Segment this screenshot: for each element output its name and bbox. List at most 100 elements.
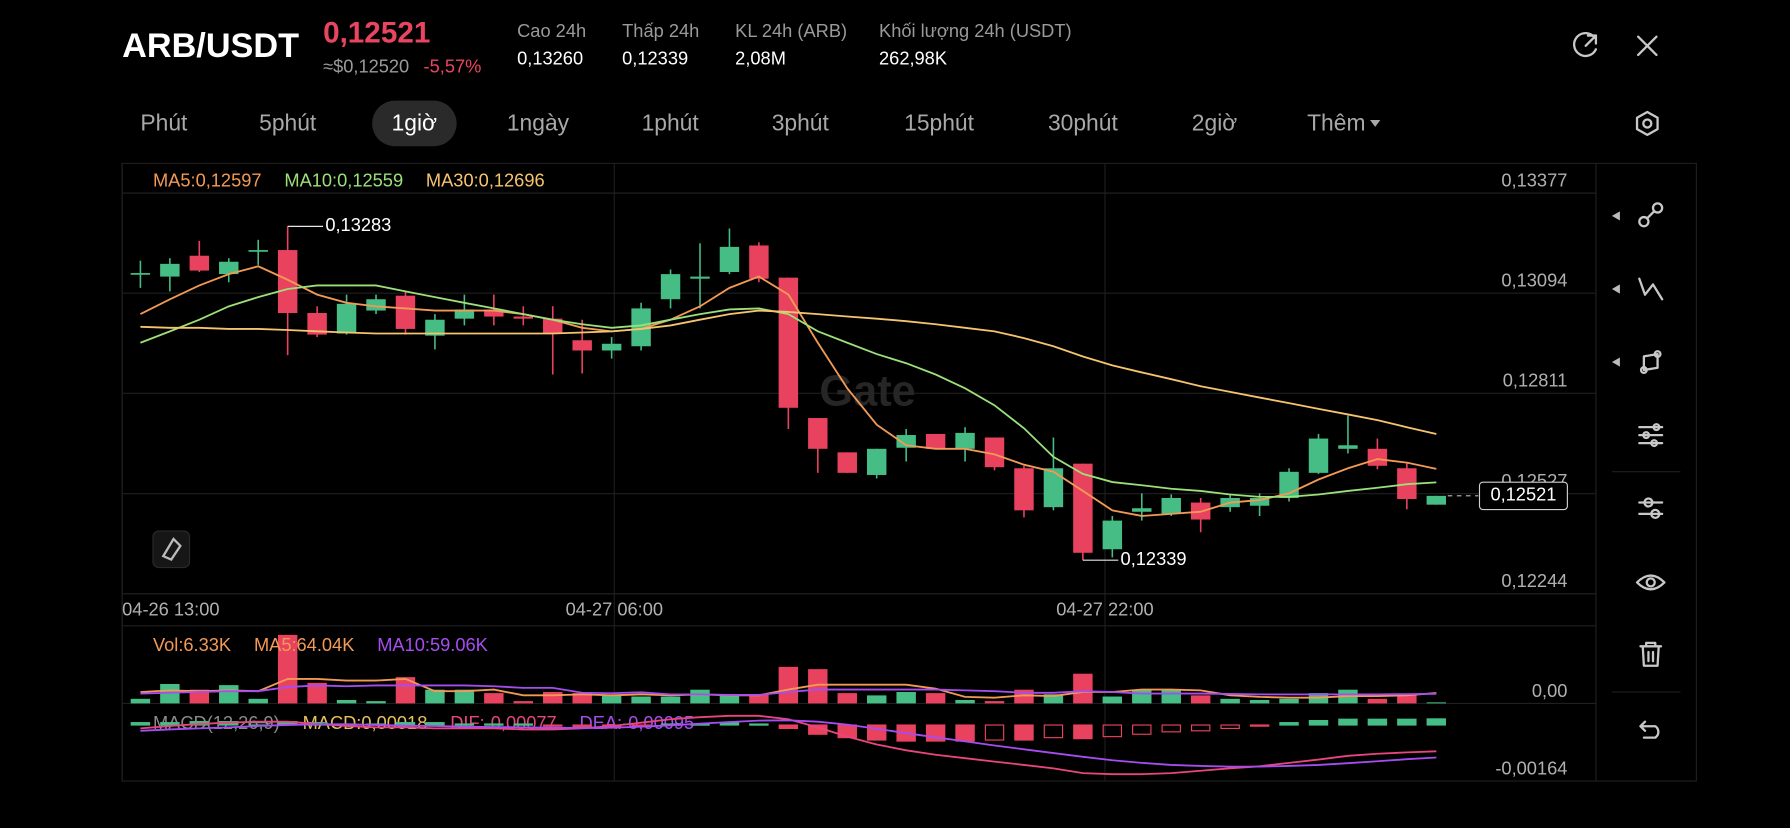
y-tick-label: 0,13377 xyxy=(1501,170,1567,191)
candle-body xyxy=(808,418,828,449)
macd-bar xyxy=(1014,724,1034,741)
macd-bar xyxy=(1397,718,1417,726)
candle-body xyxy=(572,340,592,351)
candle-body xyxy=(719,246,740,272)
layout-tool[interactable] xyxy=(1638,497,1664,520)
candle-body xyxy=(1132,508,1152,512)
candle-body xyxy=(866,448,887,475)
popout-button[interactable] xyxy=(1573,31,1598,58)
candle-body xyxy=(1426,495,1447,505)
candle-body xyxy=(425,319,445,336)
y-tick-label: -0,00164 xyxy=(1495,757,1567,778)
candle-body xyxy=(1043,468,1064,508)
volume-bar xyxy=(219,685,239,704)
candle-body xyxy=(660,274,681,300)
candle-body xyxy=(454,309,475,319)
logo-button[interactable] xyxy=(152,530,191,569)
volume-bar xyxy=(1426,702,1447,704)
tab[interactable]: 30phút xyxy=(1048,110,1118,136)
tab[interactable]: 1giờ xyxy=(372,100,457,147)
candle-body xyxy=(248,250,268,252)
y-tick-label: 0,12811 xyxy=(1503,370,1568,391)
trend-tool[interactable] xyxy=(1638,277,1664,301)
tab-label: 3phút xyxy=(772,110,830,136)
macd-bar xyxy=(1073,724,1093,740)
volume-bar xyxy=(896,691,916,704)
macd-bar xyxy=(1249,724,1270,727)
volume-bar xyxy=(130,698,151,704)
macd-bar xyxy=(1102,724,1123,738)
candle-body xyxy=(1102,520,1123,550)
price: 0,12521 xyxy=(323,16,430,49)
tab-highlight xyxy=(372,100,457,147)
macd-bar xyxy=(1132,724,1152,735)
tab[interactable]: 1phút xyxy=(642,110,700,136)
volume-bar xyxy=(189,689,210,704)
y-tick-label: 0,12244 xyxy=(1501,570,1567,591)
volume-bar xyxy=(307,682,327,704)
legend-item: MA30:0,12696 xyxy=(426,170,545,191)
tab[interactable]: 3phút xyxy=(772,110,830,136)
candle-body xyxy=(307,313,327,335)
tab[interactable]: Phút xyxy=(140,110,188,136)
tab[interactable]: 1ngày xyxy=(507,110,570,136)
volume-bar xyxy=(601,695,622,704)
candle-body xyxy=(984,437,1005,468)
visibility-tool[interactable] xyxy=(1635,574,1666,591)
tab[interactable]: Thêm xyxy=(1307,110,1381,136)
macd-bar xyxy=(1220,724,1240,730)
tab[interactable]: 5phút xyxy=(259,110,317,136)
candle-body xyxy=(955,432,975,449)
macd-bar xyxy=(513,723,534,726)
stat-value: 0,13260 xyxy=(517,47,583,68)
tab-label: 30phút xyxy=(1048,110,1118,136)
candle-body xyxy=(1367,448,1388,466)
macd-bar xyxy=(454,723,475,726)
undo-tool[interactable] xyxy=(1639,720,1660,739)
macd-bar xyxy=(543,724,563,727)
tab[interactable]: 2giờ xyxy=(1192,110,1237,136)
volume-bar xyxy=(1161,689,1181,704)
indicator-tool[interactable] xyxy=(1638,423,1664,448)
volume-bar xyxy=(1073,673,1093,704)
shape-tool[interactable] xyxy=(1639,350,1662,375)
close-button[interactable] xyxy=(1637,35,1658,57)
candle-body xyxy=(837,452,857,473)
volume-bar xyxy=(1190,695,1211,704)
stat-label: KL 24h (ARB) xyxy=(735,20,847,41)
legend-item: MA10:0,12559 xyxy=(284,170,403,191)
pair: ARB/USDT xyxy=(122,27,299,65)
dropdown-caret xyxy=(1370,120,1381,127)
tab-label: 2giờ xyxy=(1192,110,1237,136)
delete-tool[interactable] xyxy=(1639,641,1663,667)
tab[interactable]: 15phút xyxy=(904,110,974,136)
x-tick-label: 04-27 06:00 xyxy=(566,599,663,620)
candle-body xyxy=(601,343,622,351)
candle-body xyxy=(160,263,180,277)
volume-bar xyxy=(749,694,769,704)
stat-value: 0,12339 xyxy=(622,47,688,68)
watermark: Gate xyxy=(819,367,915,415)
settings-button[interactable] xyxy=(1635,110,1659,137)
volume-bar xyxy=(513,701,534,704)
candle-body xyxy=(1308,438,1329,473)
volume-bar xyxy=(1043,694,1064,704)
candle-body xyxy=(1338,445,1358,449)
macd-bar xyxy=(955,724,975,742)
candle-body xyxy=(395,295,416,329)
candle-body xyxy=(130,273,151,275)
candle-body xyxy=(277,250,298,314)
tab-label: Thêm xyxy=(1307,110,1365,136)
line-tool[interactable] xyxy=(1638,202,1664,228)
last-price-tag xyxy=(1478,481,1568,511)
indicator-line xyxy=(140,684,1437,696)
volume-bar xyxy=(925,693,946,704)
volume-bar xyxy=(719,694,740,704)
x-tick-label: 04-27 22:00 xyxy=(1056,599,1153,620)
volume-bar xyxy=(1279,698,1299,704)
stat-label: Thấp 24h xyxy=(622,20,699,41)
tab-bar: Phút 5phút 1giờ 1ngày 1phút 3phút 15phút 30phút… xyxy=(140,100,1381,147)
volume-bar xyxy=(1249,699,1270,704)
legend-item: MA10:59.06K xyxy=(377,634,488,655)
volume-bar xyxy=(1397,694,1417,704)
